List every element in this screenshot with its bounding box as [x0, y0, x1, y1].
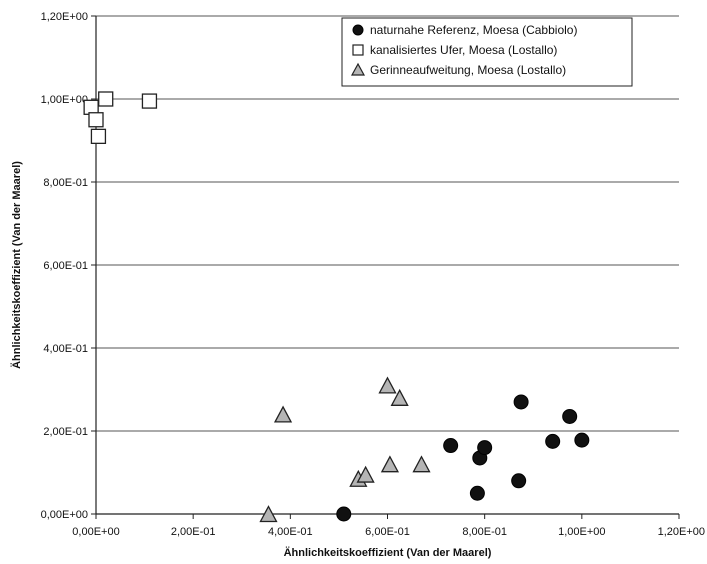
channelized-point — [98, 91, 114, 107]
legend: naturnahe Referenz, Moesa (Cabbiolo) kana… — [341, 17, 633, 87]
legend-item: kanalisiertes Ufer, Moesa (Lostallo) — [352, 43, 557, 57]
y-tick-label: 8,00E-01 — [43, 177, 88, 189]
axes — [91, 15, 680, 519]
y-tick-label: 2,00E-01 — [43, 426, 88, 438]
reference-point — [511, 473, 527, 489]
grid-lines — [96, 15, 679, 432]
legend-label: Gerinneaufweitung, Moesa (Lostallo) — [370, 63, 566, 77]
x-tick-label: 6,00E-01 — [365, 526, 410, 538]
widening-point — [356, 465, 375, 483]
legend-marker-circle — [352, 24, 364, 36]
legend-item: Gerinneaufweitung, Moesa (Lostallo) — [350, 62, 566, 77]
y-tick-label: 6,00E-01 — [43, 260, 88, 272]
y-tick-label: 1,20E+00 — [41, 11, 88, 23]
legend-marker-square — [352, 44, 364, 56]
data-points — [83, 91, 590, 523]
legend-box — [341, 17, 633, 87]
reference-point — [513, 394, 529, 410]
widening-point — [390, 388, 409, 406]
reference-point — [443, 438, 459, 454]
widening-point — [412, 455, 431, 473]
y-tick-label: 0,00E+00 — [41, 509, 88, 521]
widening-point — [378, 376, 397, 394]
widening-point — [380, 455, 400, 473]
reference-point — [574, 432, 590, 448]
reference-point — [469, 485, 485, 501]
channelized-point — [90, 128, 107, 145]
channelized-point — [88, 112, 104, 128]
x-tick-label: 1,20E+00 — [658, 526, 705, 538]
y-tick-label: 4,00E-01 — [43, 343, 88, 355]
tick-labels: 0,00E+00 2,00E-01 4,00E-01 6,00E-01 8,00E-01… — [41, 11, 705, 538]
x-tick-label: 2,00E-01 — [171, 526, 216, 538]
x-tick-label: 0,00E+00 — [72, 526, 119, 538]
x-tick-label: 8,00E-01 — [462, 526, 507, 538]
widening-point — [259, 505, 278, 523]
legend-label: naturnahe Referenz, Moesa (Cabbiolo) — [370, 23, 577, 37]
reference-point — [477, 440, 493, 456]
reference-point — [336, 506, 352, 522]
legend-label: kanalisiertes Ufer, Moesa (Lostallo) — [370, 43, 557, 57]
x-tick-label: 1,00E+00 — [558, 526, 605, 538]
widening-point — [273, 405, 293, 423]
y-tick-label: 1,00E+00 — [41, 94, 88, 106]
channelized-point — [141, 93, 158, 109]
y-axis-title: Ähnlichkeitskoeffizient (Van der Maarel) — [10, 161, 23, 369]
legend-marker-triangle — [350, 62, 366, 76]
x-axis-title: Ähnlichkeitskoeffizient (Van der Maarel) — [284, 546, 492, 559]
reference-point — [545, 433, 561, 449]
x-tick-label: 4,00E-01 — [268, 526, 313, 538]
legend-item: naturnahe Referenz, Moesa (Cabbiolo) — [352, 23, 577, 37]
reference-point — [562, 408, 578, 424]
